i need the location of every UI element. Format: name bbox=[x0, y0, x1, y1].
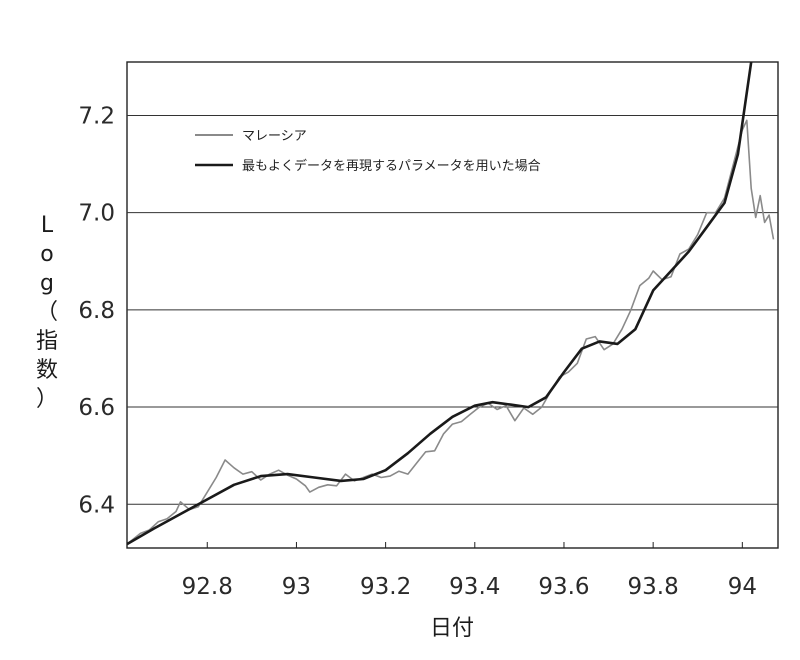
x-tick-label: 93.8 bbox=[628, 574, 679, 600]
y-tick-label: 7.0 bbox=[78, 201, 115, 227]
series-lines bbox=[127, 62, 775, 546]
y-tick-label: 6.8 bbox=[78, 298, 115, 324]
y-axis-title-char: o bbox=[40, 242, 53, 267]
y-axis-title-char: ） bbox=[36, 387, 58, 412]
y-axis-title-char: L bbox=[41, 213, 54, 238]
x-tick-label: 93.6 bbox=[538, 574, 589, 600]
y-tick-label: 6.4 bbox=[78, 492, 115, 518]
series-line-best-fit bbox=[127, 62, 753, 546]
y-tick-label: 6.6 bbox=[78, 395, 115, 421]
series-line-malaysia bbox=[127, 119, 775, 545]
legend: マレーシア 最もよくデータを再現するパラメータを用いた場合 bbox=[195, 129, 541, 174]
x-tick-label: 93.4 bbox=[449, 574, 500, 600]
x-tick-labels: 92.8 93 93.2 93.4 93.6 93.8 94 bbox=[182, 574, 757, 600]
y-tick-labels: 6.4 6.6 6.8 7.0 7.2 bbox=[78, 103, 115, 518]
x-tick-label: 93 bbox=[282, 574, 311, 600]
x-tick-label: 93.2 bbox=[360, 574, 411, 600]
x-tick-label: 92.8 bbox=[182, 574, 233, 600]
legend-label-best-fit: 最もよくデータを再現するパラメータを用いた場合 bbox=[242, 158, 541, 174]
plot-area bbox=[126, 61, 779, 549]
legend-label-malaysia: マレーシア bbox=[242, 129, 307, 144]
y-tick-label: 7.2 bbox=[78, 103, 115, 129]
gridlines bbox=[127, 114, 778, 548]
y-axis-title-char: （ bbox=[36, 300, 58, 325]
y-axis-title-char: 数 bbox=[36, 358, 58, 383]
y-axis-title-char: 指 bbox=[36, 329, 58, 354]
x-tick-label: 94 bbox=[728, 574, 757, 600]
x-axis-title: 日付 bbox=[430, 616, 474, 641]
y-axis-title-char: g bbox=[40, 271, 54, 296]
y-axis-title: Log （ 指数 ） bbox=[36, 213, 58, 412]
